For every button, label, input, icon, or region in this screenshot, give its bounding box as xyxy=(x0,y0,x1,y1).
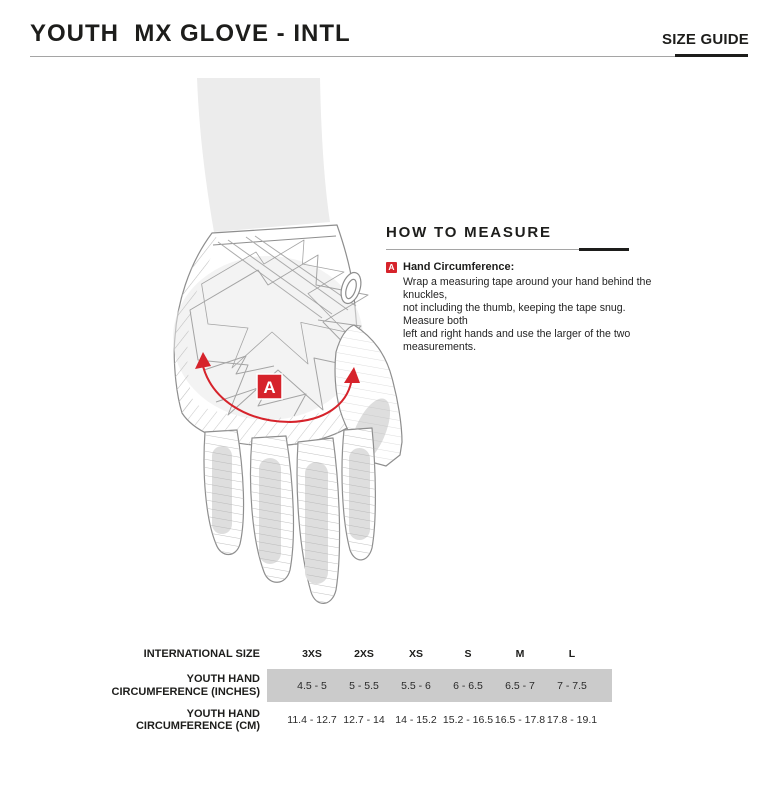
value-cell: 7 - 7.5 xyxy=(557,679,587,692)
marker-a-box: A xyxy=(256,373,283,400)
row-values: 4.5 - 5 5 - 5.5 5.5 - 6 6 - 6.5 6.5 - 7 … xyxy=(286,680,598,692)
arm-shape xyxy=(197,78,330,232)
value-cell: 11.4 - 12.7 xyxy=(287,714,337,726)
value-cell: 5 - 5.5 xyxy=(349,679,379,692)
page-title: YOUTH MX GLOVE - INTL xyxy=(30,20,351,47)
row-label: YOUTH HAND CIRCUMFERENCE (CM) xyxy=(135,707,260,733)
arc-arrow-left xyxy=(195,352,211,369)
how-to-measure-divider-accent xyxy=(579,248,629,251)
wrist-loop xyxy=(340,271,362,305)
row-values: 11.4 - 12.7 12.7 - 14 14 - 15.2 15.2 - 1… xyxy=(286,714,598,726)
size-cell: M xyxy=(515,648,525,660)
value-cell: 17.8 - 19.1 xyxy=(546,714,598,726)
value-cell: 15.2 - 16.5 xyxy=(442,714,494,726)
table-row-cm: YOUTH HAND CIRCUMFERENCE (CM) 11.4 - 12.… xyxy=(30,706,598,734)
size-guide-underline xyxy=(675,54,748,57)
cuff-edge-hatch xyxy=(174,233,221,413)
size-cell: 2XS xyxy=(354,648,374,660)
value-cell: 4.5 - 5 xyxy=(297,679,327,692)
value-cell: 5.5 - 6 xyxy=(401,679,431,692)
glove-illustration: A xyxy=(173,78,403,604)
size-guide-tab[interactable]: SIZE GUIDE xyxy=(661,31,749,48)
value-cell: 6 - 6.5 xyxy=(453,679,483,692)
size-cell: S xyxy=(464,648,472,660)
table-row-international-size: INTERNATIONAL SIZE 3XS 2XS XS S M L xyxy=(30,646,598,662)
size-cell: L xyxy=(568,648,576,660)
measurement-arc xyxy=(195,352,360,424)
marker-a-badge: A xyxy=(386,262,397,273)
row-label: INTERNATIONAL SIZE xyxy=(143,647,260,660)
arc-arrow-right xyxy=(344,367,360,383)
cuff-band xyxy=(212,235,357,319)
header-divider xyxy=(30,56,748,57)
inches-row-highlight xyxy=(267,669,612,702)
how-to-measure-section: HOW TO MEASURE A Hand Circumference: Wra… xyxy=(386,224,654,354)
measure-item-body: Wrap a measuring tape around your hand b… xyxy=(403,276,652,353)
measure-item-title: Hand Circumference: xyxy=(403,261,515,273)
value-cell: 14 - 15.2 xyxy=(395,714,437,726)
table-row-inches: YOUTH HAND CIRCUMFERENCE (INCHES) 4.5 - … xyxy=(30,669,598,702)
size-cell: XS xyxy=(408,648,423,660)
size-cell: 3XS xyxy=(302,648,322,660)
hand-shading xyxy=(173,256,363,420)
row-values: 3XS 2XS XS S M L xyxy=(286,648,598,660)
measure-item: A Hand Circumference: xyxy=(386,261,654,273)
how-to-measure-divider xyxy=(386,248,629,251)
marker-a-letter: A xyxy=(263,378,275,397)
value-cell: 6.5 - 7 xyxy=(505,679,535,692)
how-to-measure-title: HOW TO MEASURE xyxy=(386,224,552,241)
row-label: YOUTH HAND CIRCUMFERENCE (INCHES) xyxy=(111,673,261,698)
finger-hatch xyxy=(204,428,376,604)
value-cell: 12.7 - 14 xyxy=(343,714,385,726)
value-cell: 16.5 - 17.8 xyxy=(494,714,546,726)
